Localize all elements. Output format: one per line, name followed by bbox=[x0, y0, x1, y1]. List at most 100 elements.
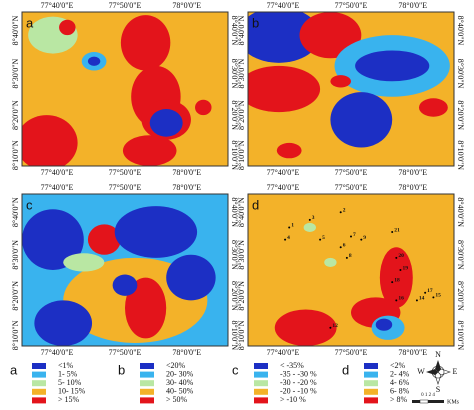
left-coord-label: 8°30'0"N bbox=[11, 59, 20, 89]
station-label: 19 bbox=[402, 265, 408, 271]
legend-label: > -10 % bbox=[280, 395, 306, 404]
zone bbox=[22, 209, 84, 270]
map-surface bbox=[22, 194, 228, 346]
station bbox=[350, 235, 352, 238]
bottom-coord-label: 77°40'0"E bbox=[267, 168, 300, 177]
legend-swatch bbox=[254, 380, 268, 387]
legend-swatch bbox=[364, 363, 378, 369]
bottom-coord-label: 77°50'0"E bbox=[335, 348, 368, 357]
right-coord-label: 8°40'0"N bbox=[230, 197, 239, 227]
left-coord-label: 8°30'0"N bbox=[11, 240, 20, 270]
legend-letter: a bbox=[10, 362, 18, 377]
bottom-coord-label: 78°0'0"E bbox=[398, 168, 427, 177]
compass: N S E W bbox=[417, 350, 457, 394]
zone bbox=[120, 15, 171, 71]
zone bbox=[87, 224, 121, 255]
top-coord-label: 77°50'0"E bbox=[335, 183, 368, 192]
top-coord-label: 77°40'0"E bbox=[41, 1, 74, 10]
station-label: 20 bbox=[398, 253, 404, 259]
scale-unit: KMs bbox=[447, 399, 460, 405]
left-coord-label: 8°40'0"N bbox=[11, 197, 20, 227]
station-label: 6 bbox=[343, 242, 346, 248]
zone bbox=[122, 135, 177, 166]
station-label: 1 bbox=[291, 223, 294, 229]
zone bbox=[330, 75, 352, 88]
bottom-coord-label: 77°40'0"E bbox=[41, 348, 74, 357]
top-coord-label: 78°0'0"E bbox=[398, 1, 427, 10]
map-surface bbox=[248, 194, 454, 346]
legend-label: 10- 15% bbox=[58, 387, 86, 396]
station bbox=[391, 231, 394, 233]
right-coord-label: 8°10'0"N bbox=[456, 140, 465, 170]
station-label: 12 bbox=[332, 323, 338, 329]
compass-w: W bbox=[417, 367, 425, 376]
legend-label: > 15% bbox=[58, 395, 80, 404]
station bbox=[424, 291, 427, 294]
zone bbox=[34, 300, 93, 346]
station bbox=[284, 238, 287, 241]
station bbox=[415, 299, 418, 302]
legend-swatch bbox=[140, 363, 154, 369]
zone bbox=[299, 12, 362, 59]
legend-letter: b bbox=[118, 362, 125, 377]
right-coord-label: 8°20'0"N bbox=[230, 100, 239, 130]
right-coord-label: 8°20'0"N bbox=[456, 281, 465, 311]
station-label: 3 bbox=[312, 215, 315, 221]
zone bbox=[125, 277, 167, 339]
legend-swatch bbox=[364, 397, 378, 404]
right-coord-label: 8°30'0"N bbox=[230, 59, 239, 89]
zone bbox=[166, 254, 216, 301]
legend-label: 2- 4% bbox=[390, 369, 410, 378]
station bbox=[395, 256, 398, 259]
station bbox=[391, 281, 394, 284]
right-coord-label: 8°40'0"N bbox=[230, 16, 239, 46]
legend-label: 1- 5% bbox=[58, 369, 78, 378]
station-label: 9 bbox=[363, 235, 366, 241]
bottom-coord-label: 77°40'0"E bbox=[267, 348, 300, 357]
legend-swatch bbox=[140, 388, 154, 395]
station-label: 7 bbox=[353, 232, 356, 238]
compass-s: S bbox=[436, 385, 440, 394]
legend-label: <20% bbox=[166, 361, 186, 370]
bottom-coord-label: 77°50'0"E bbox=[335, 168, 368, 177]
scale-ticks: 0 1 2 4 bbox=[421, 393, 435, 398]
legend-letter: c bbox=[232, 362, 239, 377]
bottom-coord-label: 77°50'0"E bbox=[109, 348, 142, 357]
legend-swatch bbox=[32, 397, 46, 404]
zone bbox=[59, 19, 76, 36]
right-coord-label: 8°10'0"N bbox=[456, 321, 465, 351]
station-label: 5 bbox=[322, 235, 325, 241]
zone bbox=[195, 99, 212, 116]
zone bbox=[87, 56, 101, 66]
station bbox=[319, 238, 322, 241]
map-panel: c 77°40'0"E 77°40'0"E 77°50'0"E 77°50'0"E 78°… bbox=[11, 183, 239, 357]
legend-swatch bbox=[140, 397, 154, 404]
bottom-coord-label: 77°40'0"E bbox=[41, 168, 74, 177]
zone bbox=[63, 253, 105, 272]
right-coord-label: 8°10'0"N bbox=[230, 321, 239, 351]
bottom-coord-label: 78°0'0"E bbox=[398, 348, 427, 357]
right-coord-label: 8°30'0"N bbox=[230, 240, 239, 270]
right-coord-label: 8°30'0"N bbox=[456, 59, 465, 89]
station bbox=[360, 238, 363, 241]
legend-letter: d bbox=[342, 362, 349, 377]
legend-swatch bbox=[140, 380, 154, 387]
station-label: 14 bbox=[419, 296, 425, 302]
right-coord-label: 8°30'0"N bbox=[456, 240, 465, 270]
station bbox=[308, 218, 311, 221]
right-coord-label: 8°40'0"N bbox=[456, 16, 465, 46]
legend-label: > 50% bbox=[166, 395, 188, 404]
station-label: 15 bbox=[435, 293, 441, 299]
left-coord-label: 8°10'0"N bbox=[237, 140, 246, 170]
top-coord-label: 77°50'0"E bbox=[109, 183, 142, 192]
zone bbox=[303, 222, 316, 232]
station-label: 8 bbox=[349, 253, 352, 259]
map-panel: a 77°40'0"E 77°40'0"E 77°50'0"E 77°50'0"E 78°… bbox=[11, 1, 239, 177]
legend-label: 6- 8% bbox=[390, 387, 410, 396]
station bbox=[395, 299, 398, 302]
legend-swatch bbox=[254, 388, 268, 395]
legend-label: 30- 40% bbox=[166, 378, 194, 387]
right-coord-label: 8°20'0"N bbox=[230, 281, 239, 311]
legend-label: 20- 30% bbox=[166, 369, 194, 378]
left-coord-label: 8°20'0"N bbox=[237, 281, 246, 311]
